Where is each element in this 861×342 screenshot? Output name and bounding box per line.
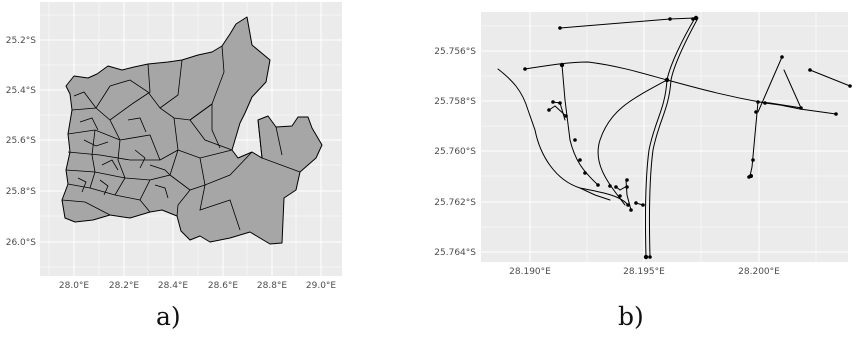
panel-b-y-tick-labels: 25.756°S 25.758°S 25.760°S 25.762°S 25.7… (434, 47, 476, 258)
y-tick-label: 25.4°S (6, 86, 37, 96)
x-tick-label: 28.200°E (738, 267, 780, 277)
x-tick-label: 29.0°E (306, 281, 337, 291)
panel-a-map: 25.2°S 25.4°S 25.6°S 25.8°S 26.0°S 28.0°… (6, 2, 342, 291)
region-borders (61, 45, 301, 231)
x-tick-label: 28.6°E (208, 281, 239, 291)
y-tick-label: 25.6°S (6, 136, 37, 146)
y-tick-label: 25.2°S (6, 36, 37, 46)
y-tick-label: 25.758°S (434, 97, 476, 107)
panel-a-x-tick-labels: 28.0°E 28.2°E 28.4°E 28.6°E 28.8°E 29.0°… (59, 281, 337, 291)
x-tick-label: 28.8°E (257, 281, 288, 291)
panel-b-network: 25.756°S 25.758°S 25.760°S 25.762°S 25.7… (434, 12, 852, 277)
panel-b-plot-background (481, 12, 848, 262)
y-tick-label: 25.760°S (434, 147, 476, 157)
x-tick-label: 28.190°E (509, 267, 551, 277)
x-tick-label: 28.4°E (158, 281, 189, 291)
panel-a-caption: a) (156, 302, 181, 331)
network-nodes (523, 15, 852, 260)
y-tick-label: 26.0°S (6, 238, 37, 248)
x-tick-label: 28.0°E (59, 281, 90, 291)
panel-b-x-tick-labels: 28.190°E 28.195°E 28.200°E (509, 267, 780, 277)
panel-b-gridlines (481, 12, 848, 262)
x-tick-label: 28.195°E (623, 267, 665, 277)
panel-b-caption: b) (618, 302, 644, 331)
y-tick-label: 25.8°S (6, 187, 37, 197)
panel-a-y-tick-labels: 25.2°S 25.4°S 25.6°S 25.8°S 26.0°S (6, 36, 37, 248)
x-tick-label: 28.2°E (109, 281, 140, 291)
y-tick-label: 25.762°S (434, 198, 476, 208)
y-tick-label: 25.756°S (434, 47, 476, 57)
y-tick-label: 25.764°S (434, 248, 476, 258)
